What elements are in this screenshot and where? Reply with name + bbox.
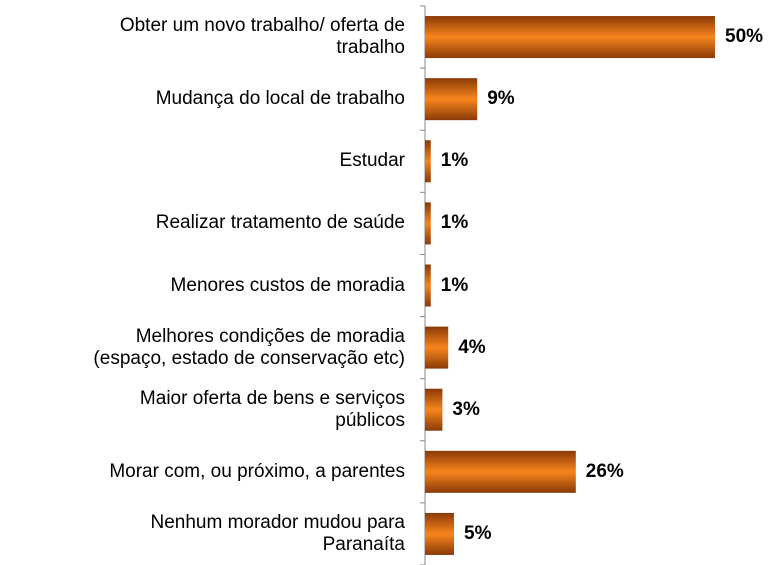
category-label: Maior oferta de bens e serviços públicos <box>139 387 405 431</box>
value-label: 50% <box>725 26 764 48</box>
bar <box>425 264 431 307</box>
category-label: Nenhum morador mudou para Paranaíta <box>150 511 405 555</box>
value-label: 3% <box>452 398 480 420</box>
value-label: 5% <box>464 522 492 544</box>
category-label: Estudar <box>339 150 405 172</box>
value-label: 26% <box>585 460 624 482</box>
value-label: 1% <box>440 150 469 172</box>
value-label: 9% <box>487 88 515 110</box>
bar <box>425 512 454 555</box>
bar <box>425 16 715 59</box>
category-label: Obter um novo trabalho/ oferta de trabal… <box>119 15 405 59</box>
value-label: 1% <box>440 212 469 234</box>
value-label: 1% <box>440 274 469 296</box>
bar <box>425 326 449 369</box>
bar <box>425 140 431 183</box>
value-label: 4% <box>458 336 486 358</box>
category-label: Mudança do local de trabalho <box>155 88 405 110</box>
category-label: Morar com, ou próximo, a parentes <box>109 460 405 482</box>
category-label: Melhores condições de moradia (espaço, e… <box>93 325 405 369</box>
category-label: Menores custos de moradia <box>170 274 405 296</box>
bar <box>425 78 478 121</box>
category-label: Realizar tratamento de saúde <box>155 212 405 234</box>
bar <box>425 202 431 245</box>
bar <box>425 388 443 431</box>
bar <box>425 450 576 493</box>
